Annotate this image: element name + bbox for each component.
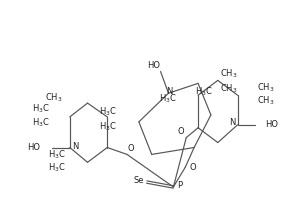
Text: H$_3$C: H$_3$C [32,103,50,115]
Text: P: P [177,180,182,189]
Text: CH$_3$: CH$_3$ [45,92,63,104]
Text: O: O [190,163,196,172]
Text: CH$_3$: CH$_3$ [257,95,275,107]
Text: H$_3$C: H$_3$C [48,162,66,174]
Text: CH$_3$: CH$_3$ [257,81,275,94]
Text: N: N [166,87,173,96]
Text: N: N [72,142,79,151]
Text: O: O [128,144,134,153]
Text: HO: HO [265,120,278,129]
Text: H$_3$C: H$_3$C [32,117,50,129]
Text: HO: HO [147,61,160,70]
Text: H$_3$C: H$_3$C [99,106,117,118]
Text: CH$_3$: CH$_3$ [220,67,237,80]
Text: HO: HO [27,143,40,152]
Text: O: O [178,127,185,136]
Text: CH$_3$: CH$_3$ [220,82,237,95]
Text: H$_3$C: H$_3$C [195,86,213,99]
Text: H$_3$C: H$_3$C [158,93,176,105]
Text: Se: Se [133,176,144,185]
Text: H$_3$C: H$_3$C [99,121,117,133]
Text: H$_3$C: H$_3$C [48,148,66,161]
Text: N: N [229,118,236,127]
